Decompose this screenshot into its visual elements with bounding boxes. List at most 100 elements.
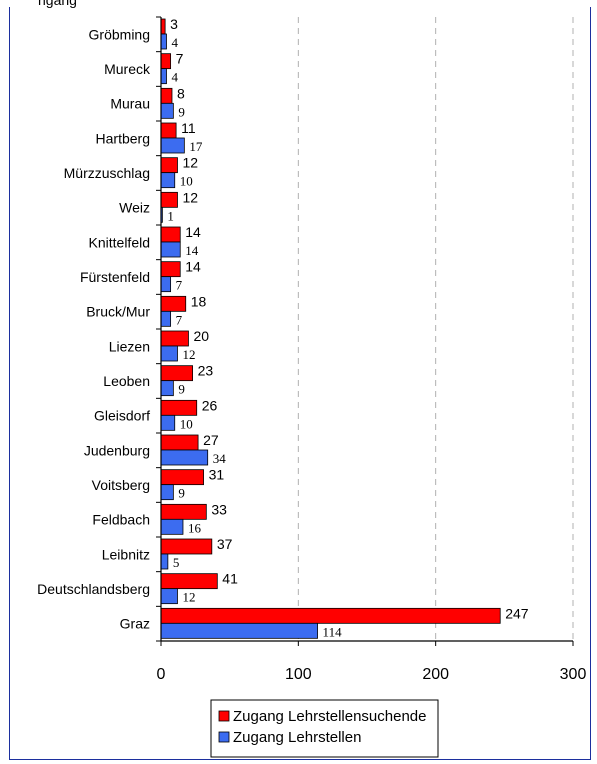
legend-box xyxy=(210,699,439,758)
bar-lehrstellensuchende xyxy=(160,87,173,104)
data-label-lehrstellensuchende: 14 xyxy=(185,224,201,240)
category-label: Bruck/Mur xyxy=(86,304,150,320)
category-label: Deutschlandsberg xyxy=(37,581,150,597)
data-label-lehrstellensuchende: 18 xyxy=(191,293,207,309)
category-label: Gröbming xyxy=(89,26,150,42)
bar-lehrstellen xyxy=(160,380,174,397)
bar-lehrstellen xyxy=(160,33,167,50)
data-label-lehrstellensuchende: 12 xyxy=(182,189,198,205)
data-label-lehrstellen: 16 xyxy=(188,520,202,535)
data-label-lehrstellen: 9 xyxy=(178,486,185,501)
bar-lehrstellensuchende xyxy=(160,365,193,382)
bars: 3474891117121012114141471872012239261027… xyxy=(160,16,529,639)
bar-lehrstellen xyxy=(160,172,176,189)
data-label-lehrstellensuchende: 8 xyxy=(177,85,185,101)
category-label: Weiz xyxy=(119,200,150,216)
x-tick-label: 100 xyxy=(285,666,312,683)
data-label-lehrstellensuchende: 23 xyxy=(198,363,214,379)
bar-lehrstellen xyxy=(160,276,172,293)
data-label-lehrstellen: 5 xyxy=(173,555,180,570)
category-label: Fürstenfeld xyxy=(80,269,150,285)
bar-lehrstellen xyxy=(160,102,174,119)
legend-label: Zugang Lehrstellensuchende xyxy=(233,708,426,725)
x-tick-label: 0 xyxy=(157,666,166,683)
data-label-lehrstellensuchende: 247 xyxy=(505,605,529,621)
bar-lehrstellen xyxy=(160,345,178,362)
bar-lehrstellen xyxy=(160,137,185,154)
category-label: Judenburg xyxy=(84,442,150,458)
data-label-lehrstellensuchende: 31 xyxy=(209,467,225,483)
legend-swatch xyxy=(218,731,230,743)
category-label: Voitsberg xyxy=(92,477,150,493)
bar-lehrstellen xyxy=(160,484,174,501)
bar-lehrstellen xyxy=(160,518,184,535)
bar-lehrstellensuchende xyxy=(160,434,199,451)
legend-label: Zugang Lehrstellen xyxy=(233,729,361,746)
data-label-lehrstellensuchende: 27 xyxy=(203,432,219,448)
data-label-lehrstellen: 7 xyxy=(176,312,183,327)
data-label-lehrstellensuchende: 26 xyxy=(202,397,218,413)
truncated-title-fragment: ngang xyxy=(38,0,77,8)
category-label: Liezen xyxy=(109,338,150,354)
data-label-lehrstellen: 34 xyxy=(213,451,227,466)
legend: Zugang Lehrstellensuchende Zugang Lehrste… xyxy=(210,699,439,758)
gridlines xyxy=(297,17,574,641)
data-label-lehrstellensuchende: 11 xyxy=(181,120,196,136)
data-label-lehrstellen: 114 xyxy=(323,624,343,639)
data-label-lehrstellensuchende: 33 xyxy=(211,501,227,517)
bar-lehrstellen xyxy=(160,622,318,639)
x-tick-label: 200 xyxy=(422,666,449,683)
data-label-lehrstellen: 10 xyxy=(180,174,193,189)
bar-lehrstellen xyxy=(160,588,178,605)
axes: Gröbming Mureck Murau Hartberg Mürzzuschlag W… xyxy=(37,16,587,683)
bar-lehrstellen xyxy=(160,449,209,466)
x-tick-label: 300 xyxy=(560,666,587,683)
bar-lehrstellensuchende xyxy=(160,330,189,347)
bar-lehrstellensuchende xyxy=(160,573,218,590)
bar-lehrstellensuchende xyxy=(160,538,213,555)
data-label-lehrstellen: 4 xyxy=(171,70,178,85)
category-label: Gleisdorf xyxy=(94,408,150,424)
data-label-lehrstellen: 4 xyxy=(171,35,178,50)
bar-lehrstellensuchende xyxy=(160,18,166,35)
category-label: Mureck xyxy=(104,61,151,77)
bar-lehrstellensuchende xyxy=(160,122,177,139)
data-label-lehrstellen: 17 xyxy=(189,139,203,154)
bar-lehrstellensuchende xyxy=(160,295,187,312)
data-label-lehrstellen: 10 xyxy=(180,416,193,431)
data-label-lehrstellensuchende: 41 xyxy=(222,571,238,587)
data-label-lehrstellen: 9 xyxy=(178,382,185,397)
bar-lehrstellensuchende xyxy=(160,607,501,624)
category-label: Feldbach xyxy=(92,512,150,528)
bar-lehrstellensuchende xyxy=(160,503,207,520)
category-label: Leibnitz xyxy=(102,546,150,562)
bar-lehrstellensuchende xyxy=(160,469,204,486)
data-label-lehrstellen: 7 xyxy=(176,278,183,293)
bar-lehrstellensuchende xyxy=(160,191,178,208)
data-label-lehrstellen: 1 xyxy=(167,208,174,223)
bar-lehrstellensuchende xyxy=(160,53,172,70)
bar-lehrstellen xyxy=(160,553,169,570)
data-label-lehrstellen: 12 xyxy=(182,347,195,362)
data-label-lehrstellensuchende: 20 xyxy=(193,328,209,344)
data-label-lehrstellensuchende: 7 xyxy=(176,51,184,67)
data-label-lehrstellensuchende: 12 xyxy=(182,155,198,171)
data-label-lehrstellen: 14 xyxy=(185,243,199,258)
category-label: Knittelfeld xyxy=(89,234,150,250)
category-label: Mürzzuschlag xyxy=(64,165,150,181)
data-label-lehrstellen: 12 xyxy=(182,590,195,605)
category-label: Hartberg xyxy=(96,130,150,146)
bar-lehrstellensuchende xyxy=(160,226,181,243)
data-label-lehrstellen: 9 xyxy=(178,104,185,119)
bar-lehrstellensuchende xyxy=(160,157,178,174)
data-label-lehrstellensuchende: 3 xyxy=(170,16,178,32)
category-label: Graz xyxy=(120,616,150,632)
category-label: Murau xyxy=(110,96,150,112)
bar-lehrstellen xyxy=(160,241,181,258)
data-label-lehrstellensuchende: 37 xyxy=(217,536,233,552)
category-label: Leoben xyxy=(103,373,150,389)
bar-lehrstellen xyxy=(160,414,176,431)
bar-lehrstellen xyxy=(160,68,167,85)
bar-lehrstellensuchende xyxy=(160,399,198,416)
